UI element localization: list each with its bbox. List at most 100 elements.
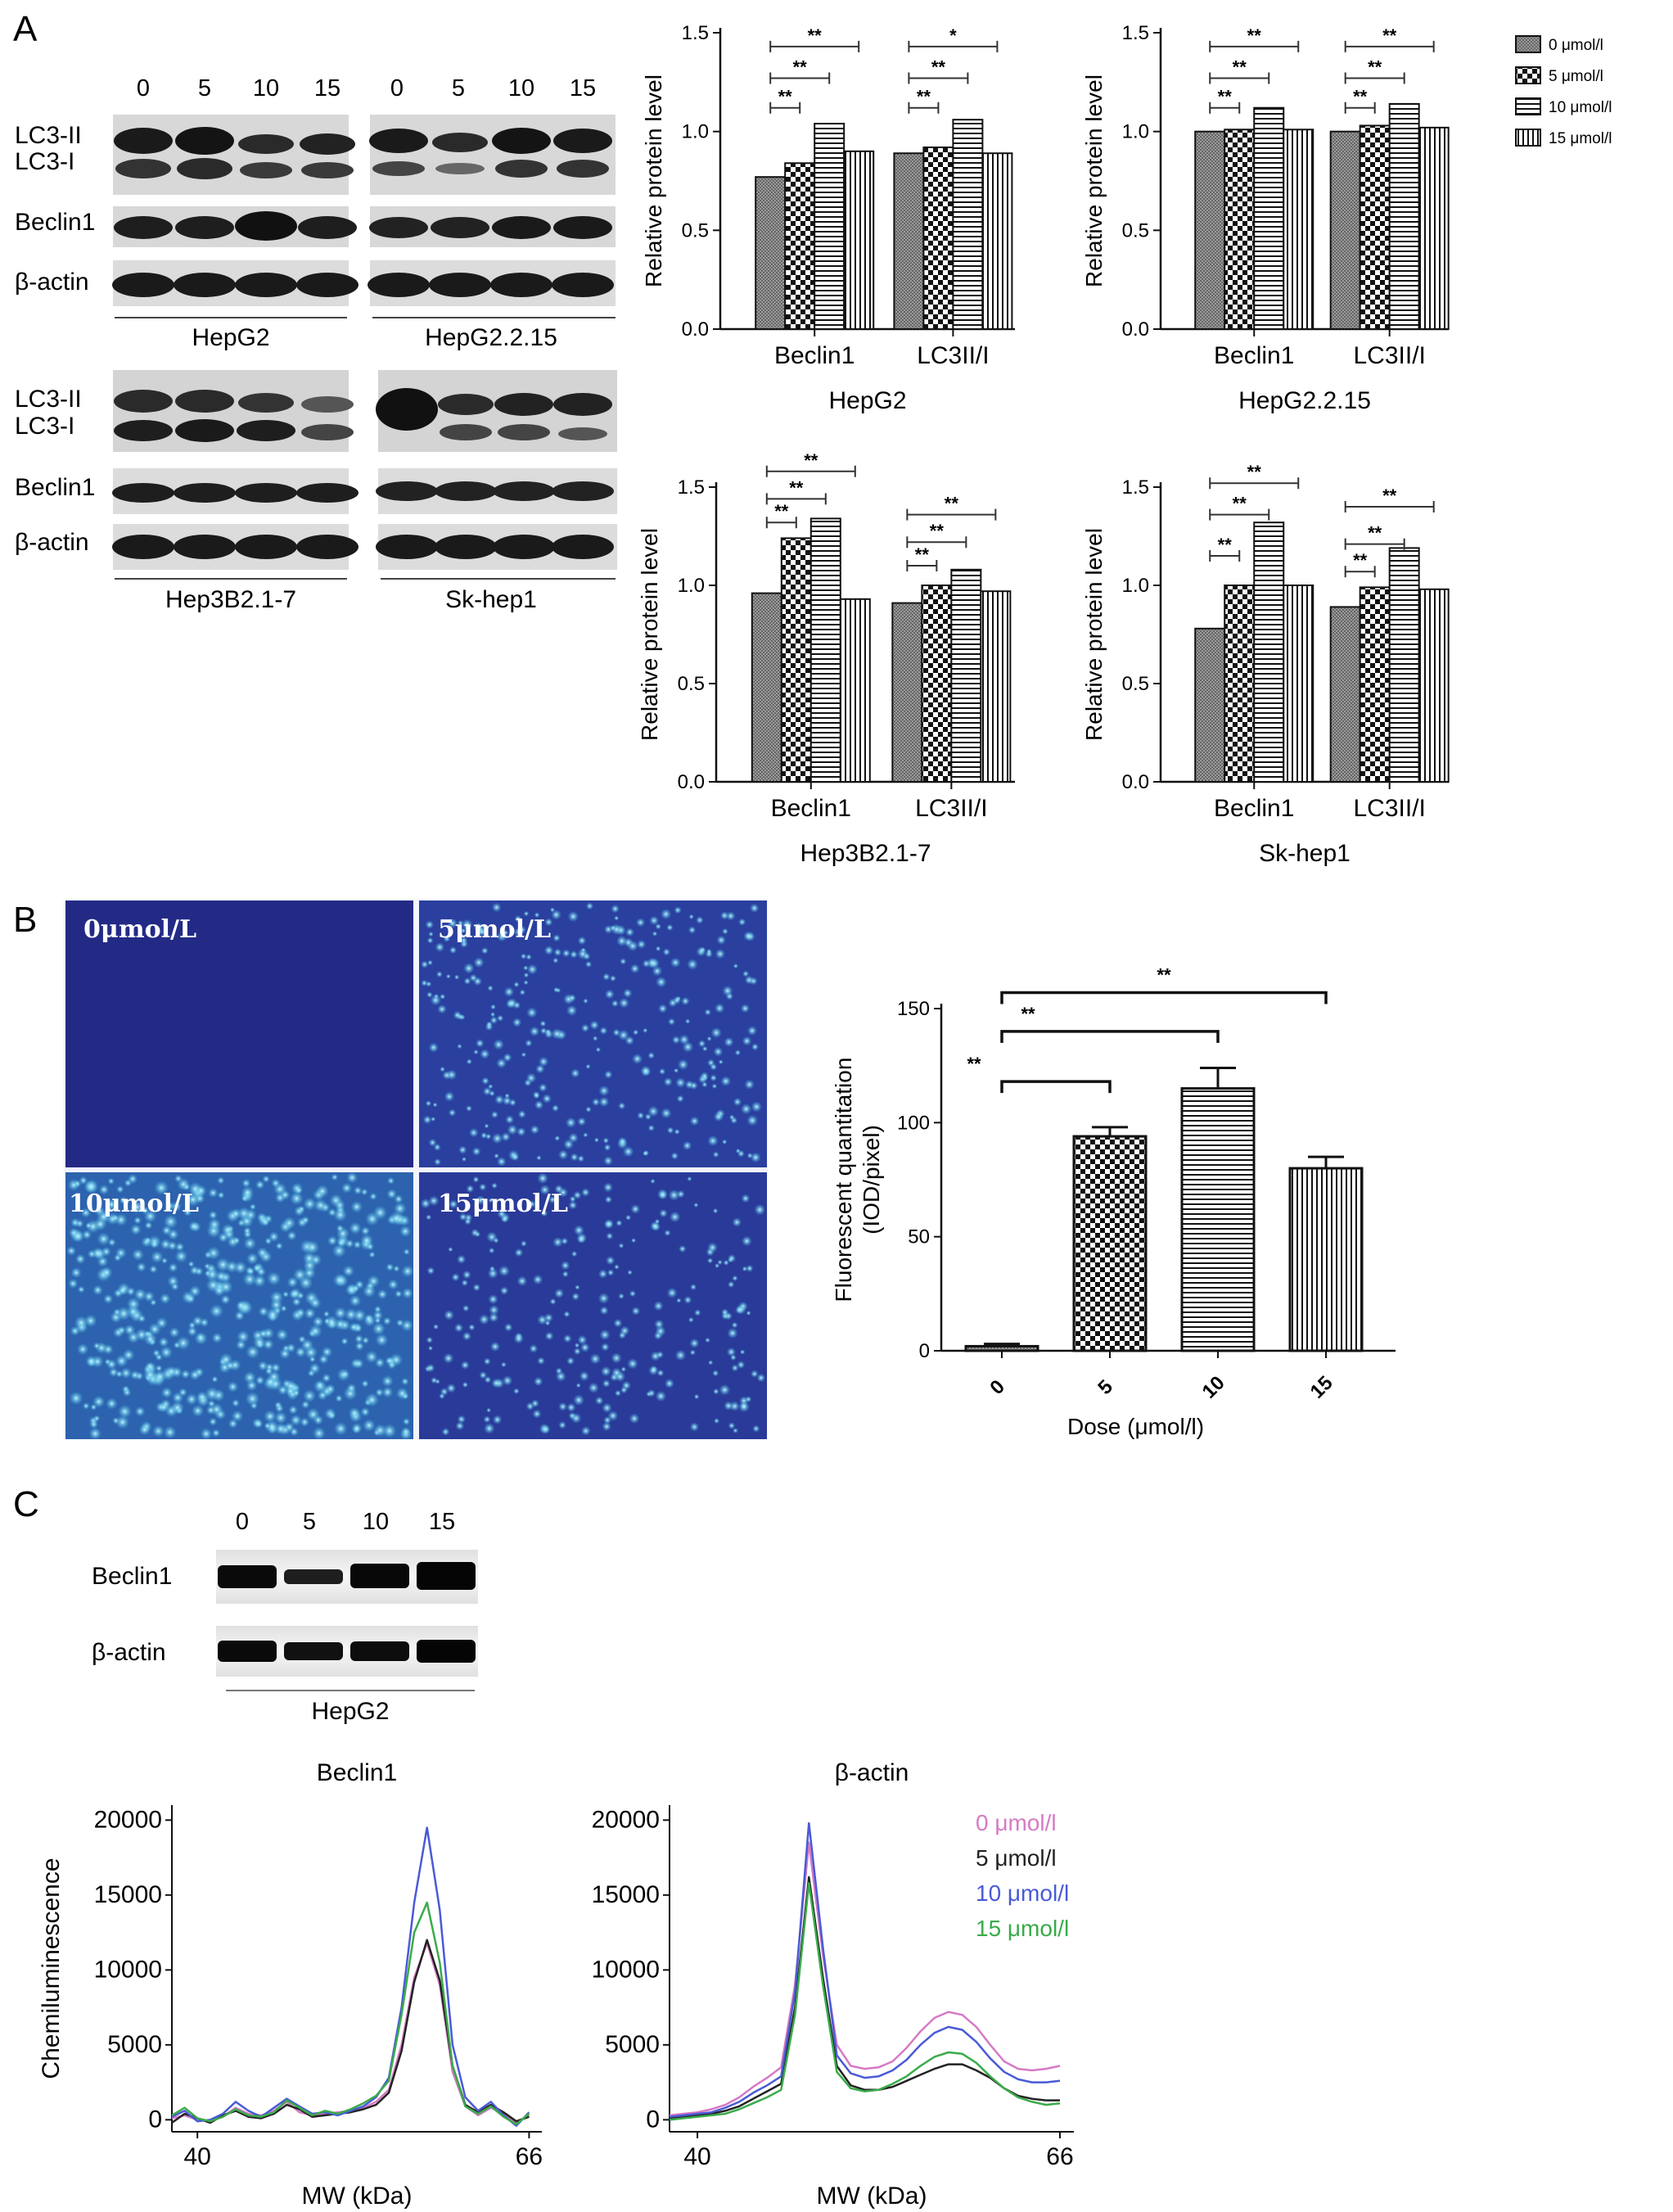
fluorescent-cell — [361, 1379, 369, 1388]
fluorescent-cell — [303, 1197, 317, 1211]
fluorescent-cell — [739, 1349, 746, 1355]
fluorescent-cell — [133, 1288, 147, 1302]
fluorescent-cell — [496, 1157, 507, 1167]
fluorescent-cell — [533, 1376, 543, 1387]
fluorescent-cell — [583, 1132, 588, 1138]
fluorescent-cell — [300, 1417, 310, 1428]
significance-bracket — [1344, 538, 1405, 550]
fluorescent-cell — [603, 1415, 611, 1424]
fluorescent-cell — [89, 1420, 99, 1429]
significance-bracket — [1344, 501, 1435, 512]
fluorescent-cell — [290, 1191, 304, 1206]
fluorescent-cell — [261, 1218, 270, 1226]
fluorescent-cell — [700, 1072, 710, 1081]
fluorescent-cell — [732, 1275, 738, 1282]
blot-row-label-lc3i: LC3-I — [15, 413, 74, 440]
fluorescent-cell — [475, 1039, 485, 1048]
fluorescent-cell — [445, 973, 451, 979]
significance-label: ** — [789, 477, 804, 498]
fluorescent-cell — [737, 1361, 746, 1370]
fluorescent-cell — [473, 957, 485, 968]
fluorescent-cell — [237, 1206, 251, 1221]
fluorescent-cell — [295, 1307, 306, 1318]
fluorescent-cell — [264, 1237, 273, 1245]
fluorescent-cell — [715, 1263, 720, 1269]
fluorescent-cell — [667, 1018, 676, 1026]
legend-label: 15 μmol/l — [976, 1916, 1069, 1941]
fluorescent-cell — [713, 1112, 724, 1122]
fluorescent-cell — [516, 1126, 526, 1137]
fluorescent-cell — [217, 1176, 225, 1185]
x-axis-label: Dose (μmol/l) — [1067, 1414, 1204, 1439]
fluorescent-cell — [458, 1145, 467, 1154]
fluorescent-cell — [126, 1305, 140, 1319]
fluorescent-cell — [523, 980, 529, 986]
fluorescent-cell — [593, 1137, 600, 1143]
fluorescent-cell — [503, 986, 515, 997]
fluorescent-cell — [402, 1417, 411, 1426]
y-tick-label: 15000 — [94, 1881, 162, 1908]
fluorescent-cell — [493, 1039, 504, 1050]
fluorescent-cell — [520, 1240, 527, 1248]
significance-bracket — [769, 102, 801, 114]
fluorescent-cell — [353, 1308, 367, 1322]
fluorescent-cell — [375, 1388, 384, 1397]
chart-title: Sk-hep1 — [1259, 840, 1351, 867]
fluorescent-cell — [435, 942, 445, 952]
fluorescent-cell — [491, 1378, 502, 1388]
fluorescent-cell — [725, 992, 734, 1000]
fluorescent-cell — [523, 972, 530, 978]
fluorescent-cell — [519, 989, 526, 995]
fluorescent-cell — [132, 1248, 144, 1262]
fluorescent-cell — [670, 1152, 679, 1160]
fluorescent-cell — [360, 1234, 374, 1248]
significance-bracket — [908, 102, 940, 114]
fluorescent-cell — [659, 1208, 668, 1218]
fluorescent-cell — [195, 1185, 207, 1197]
fluorescent-cell — [580, 1426, 591, 1436]
fluorescent-cell — [579, 1370, 589, 1382]
fluorescent-cell — [752, 1424, 760, 1433]
fluorescent-cell — [221, 1223, 234, 1237]
fluorescent-cell — [598, 1085, 610, 1097]
fluorescent-cell — [183, 1208, 192, 1217]
fluorescent-cell — [497, 1014, 504, 1022]
bar — [952, 119, 984, 330]
fluorescent-cell — [163, 1425, 177, 1439]
fluorescent-cell — [674, 906, 682, 914]
fluorescent-cell — [567, 910, 579, 923]
category-label: Beclin1 — [1214, 795, 1294, 822]
fluorescent-cell — [670, 957, 681, 968]
fluorescent-cell — [93, 1415, 101, 1422]
fluorescent-cell — [124, 1324, 136, 1336]
fluorescent-cell — [463, 977, 471, 985]
line-chart-beclin1: 0 5000 10000 15000 20000 40 66 Beclin1 MW (kDa) C… — [38, 1759, 543, 2210]
fluorescent-cell — [208, 1217, 221, 1231]
fluorescent-cell — [82, 1402, 90, 1410]
fluorescent-cell — [200, 1428, 213, 1440]
fluorescent-cell — [571, 1292, 580, 1301]
fluorescent-cell — [426, 1363, 435, 1373]
fluorescent-cell — [614, 1389, 622, 1397]
fluorescent-cell — [489, 1266, 496, 1272]
fluorescent-cell — [543, 946, 554, 955]
fluorescent-cell — [653, 1301, 664, 1311]
bar — [1418, 588, 1450, 783]
fluorescent-cell — [382, 1316, 392, 1325]
fluorescent-cell — [658, 1068, 666, 1076]
fluorescent-cell — [609, 975, 617, 982]
fluorescent-cell — [713, 1046, 724, 1057]
fluorescent-cell — [721, 1308, 729, 1316]
fluorescent-cell — [728, 1422, 736, 1429]
significance-bracket — [1000, 1030, 1220, 1043]
fluorescent-cell — [647, 1105, 660, 1117]
fluorescent-cell — [674, 1349, 687, 1361]
fluorescent-cell — [577, 1235, 585, 1244]
fluorescent-cell — [732, 1217, 742, 1227]
fluorescent-cell — [183, 1183, 191, 1191]
fluorescent-cell — [657, 1004, 668, 1013]
fluorescent-cell — [664, 1229, 671, 1237]
trace-line — [171, 1826, 530, 2127]
y-tick-label: 1.5 — [1122, 22, 1149, 44]
